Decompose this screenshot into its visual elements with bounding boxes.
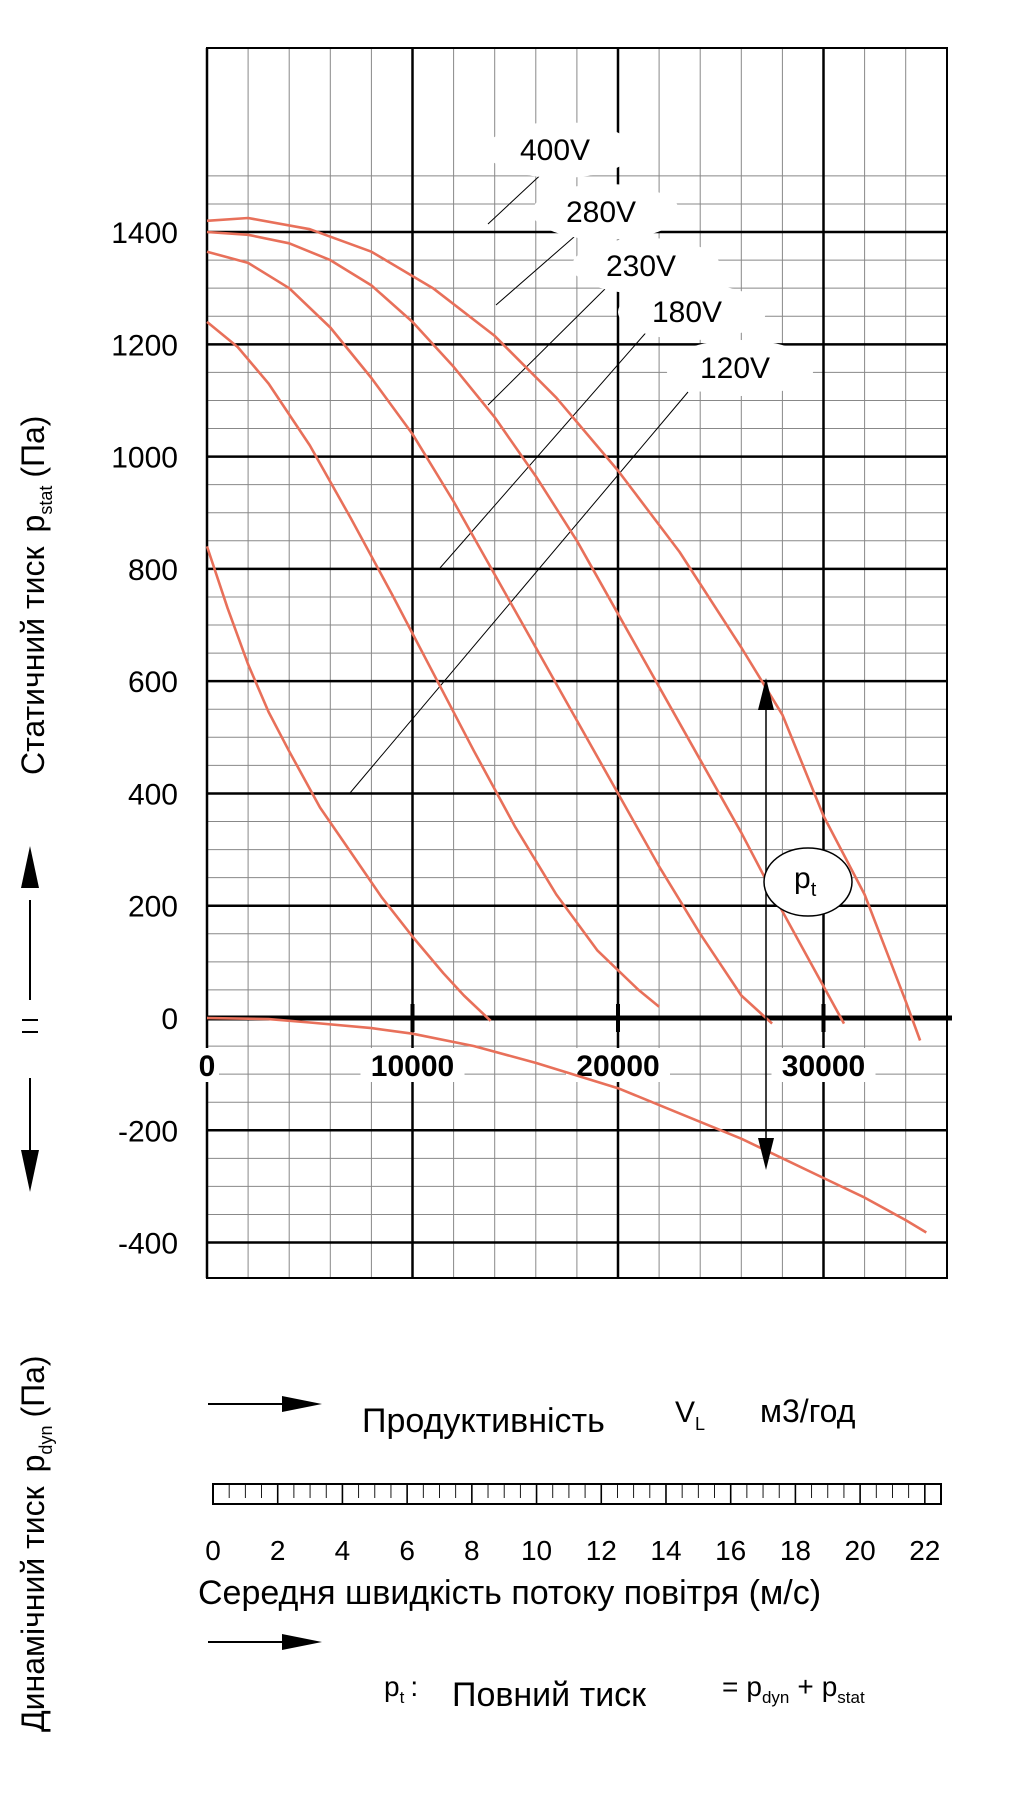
pressure-curves <box>205 216 927 1234</box>
velocity-tick-label: 8 <box>464 1535 480 1566</box>
curve-400v <box>206 216 922 1041</box>
footnote-formula: = pdyn + pstat <box>722 1671 865 1707</box>
y-tick-label: 800 <box>128 554 178 587</box>
y-tick-label: -400 <box>118 1228 178 1261</box>
velocity-tick-label: 12 <box>586 1535 617 1566</box>
leader-400v <box>487 167 549 225</box>
footnote-arrow-icon <box>282 1634 322 1650</box>
y-direction-arrows <box>21 846 39 1192</box>
velocity-tick-label: 6 <box>399 1535 415 1566</box>
velocity-scale <box>212 1483 942 1505</box>
series-label-plate <box>572 238 720 294</box>
footnote: pt: Повний тиск = pdyn + pstat <box>208 1634 865 1714</box>
series-label-plate <box>532 184 680 240</box>
pt-arrow-down-icon <box>758 1138 774 1170</box>
leader-180v <box>439 327 651 569</box>
x-tick-plate <box>360 1048 465 1082</box>
series-label-230v: 230V <box>606 250 676 283</box>
series-label-plate <box>618 284 766 340</box>
x-axis-label-row: Продуктивність VL м3/год <box>208 1393 856 1440</box>
leader-120v <box>349 391 689 794</box>
total-pressure-indicator: pt <box>758 678 853 1170</box>
velocity-tick-label: 0 <box>205 1535 221 1566</box>
curve-280v <box>206 230 846 1025</box>
y-tick-label: 1000 <box>111 442 178 475</box>
velocity-tick-label: 10 <box>521 1535 552 1566</box>
pt-bubble <box>763 847 853 917</box>
y-tick-label: 600 <box>128 666 178 699</box>
curve-180v <box>206 320 660 1008</box>
x-axis-unit: м3/год <box>760 1393 856 1429</box>
y-tick-label: 1400 <box>111 217 178 250</box>
label-leader-lines <box>349 167 689 794</box>
y-tick-label: 400 <box>128 778 178 811</box>
up-arrow-icon <box>21 846 39 888</box>
leader-230v <box>487 281 613 406</box>
curve-230v <box>206 250 773 1025</box>
velocity-tick-label: 16 <box>715 1535 746 1566</box>
x-tick-labels: 0 10000 20000 30000 <box>195 1004 876 1083</box>
velocity-tick-label: 2 <box>270 1535 286 1566</box>
velocity-tick-label: 18 <box>780 1535 811 1566</box>
series-labels: 400V 280V 230V 180V 120V <box>486 122 814 396</box>
y-tick-label: -200 <box>118 1115 178 1148</box>
pt-arrow-up-icon <box>758 678 774 710</box>
series-label-plate <box>486 122 634 178</box>
velocity-tick-labels: 0 2 4 6 8 10 12 14 16 18 20 22 <box>205 1535 940 1566</box>
y-tick-labels: 1400 1200 1000 800 600 400 200 0 -200 -400 <box>111 217 178 1261</box>
curve-120v <box>205 545 492 1022</box>
x-tick-label: 0 <box>199 1050 216 1083</box>
y-axis-label-static: Статичний тискpstat(Па) <box>15 416 56 775</box>
y-tick-label: 200 <box>128 891 178 924</box>
x-tick-plate <box>195 1048 219 1082</box>
down-arrow-icon <box>21 1150 39 1192</box>
x-axis-label: Продуктивність <box>362 1402 605 1440</box>
x-tick-label: 30000 <box>782 1050 865 1083</box>
velocity-tick-label: 14 <box>650 1535 681 1566</box>
series-label-280v: 280V <box>566 196 636 229</box>
series-label-180v: 180V <box>652 296 722 329</box>
x-tick-plate <box>771 1048 876 1082</box>
series-label-120v: 120V <box>700 352 770 385</box>
leader-280v <box>495 229 583 306</box>
footnote-text: Повний тиск <box>452 1676 647 1714</box>
x-axis-symbol: VL <box>675 1396 705 1434</box>
velocity-tick-label: 4 <box>335 1535 351 1566</box>
y-axis-label-dynamic: Динамічний тискpdyn(Па) <box>15 1355 56 1732</box>
series-label-400v: 400V <box>520 134 590 167</box>
x-tick-label: 10000 <box>371 1050 454 1083</box>
velocity-label: Середня швидкість потоку повітря (м/с) <box>198 1574 821 1612</box>
curve-dynamic-pressure <box>206 1016 927 1234</box>
velocity-tick-label: 22 <box>909 1535 940 1566</box>
y-tick-label: 0 <box>161 1003 178 1036</box>
pt-label: pt <box>794 862 817 901</box>
x-tick-label: 20000 <box>576 1050 659 1083</box>
velocity-scale-bar <box>212 1483 942 1505</box>
series-label-plate <box>666 340 814 396</box>
velocity-tick-label: 20 <box>845 1535 876 1566</box>
y-tick-label: 1200 <box>111 329 178 362</box>
footnote-symbol: pt: <box>384 1671 418 1707</box>
x-arrow-icon <box>282 1396 322 1412</box>
plot-frame <box>206 47 948 1279</box>
